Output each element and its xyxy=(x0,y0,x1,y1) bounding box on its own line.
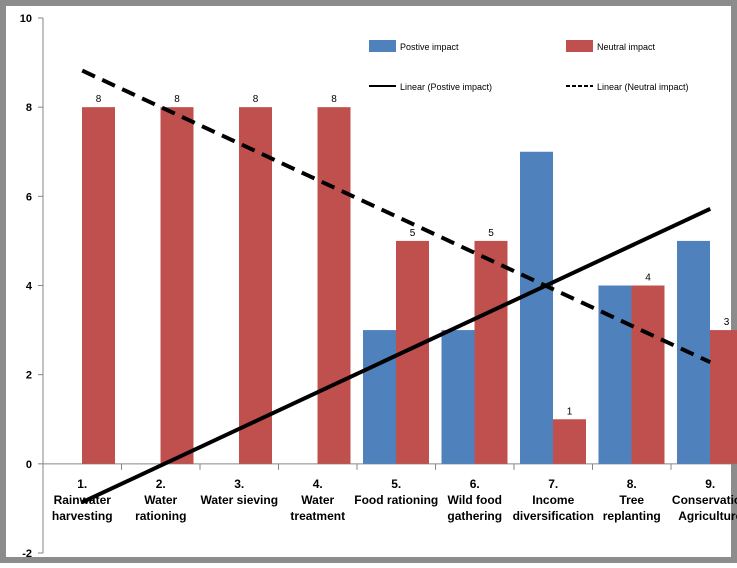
x-category-label: Income xyxy=(532,493,574,507)
y-tick-label: 2 xyxy=(26,370,32,382)
data-label: 1 xyxy=(567,406,573,417)
bar-positive-impact xyxy=(441,330,475,464)
legend-label: Linear (Neutral impact) xyxy=(597,82,689,92)
data-label: 3 xyxy=(724,317,730,328)
bar-positive-impact xyxy=(520,151,553,464)
data-label-layer: 8 8 8 8 5 5 1 4 3 xyxy=(96,94,730,417)
data-label: 8 xyxy=(174,94,180,105)
x-category-label: Wild food xyxy=(447,493,502,507)
x-category-label: treatment xyxy=(290,509,345,523)
bar-neutral-impact xyxy=(317,107,351,464)
x-category-label: Water sieving xyxy=(200,493,278,507)
bar-neutral-impact xyxy=(239,107,272,464)
x-category-label: replanting xyxy=(603,509,661,523)
bar-neutral-impact xyxy=(160,107,194,464)
trendline-layer xyxy=(81,68,712,504)
bar-positive-impact xyxy=(363,330,396,464)
x-category-label: 7. xyxy=(548,477,558,491)
x-category-label: 5. xyxy=(391,477,401,491)
y-tick-label: 8 xyxy=(26,102,32,114)
y-tick-label: 4 xyxy=(26,281,33,293)
x-category-label: harvesting xyxy=(52,509,113,523)
data-label: 8 xyxy=(96,94,102,105)
trendline-positive-impact xyxy=(81,207,712,504)
x-category-label: 6. xyxy=(470,477,480,491)
data-label: 4 xyxy=(645,273,651,284)
bar-neutral-impact xyxy=(474,240,508,464)
legend: Postive impact Neutral impact Linear (Post… xyxy=(369,40,689,92)
y-tick-label: 0 xyxy=(26,459,32,471)
x-category-label: Tree xyxy=(619,493,644,507)
trendline-neutral-impact xyxy=(81,68,712,364)
x-category-label: rationing xyxy=(135,509,186,523)
legend-swatch xyxy=(566,40,593,52)
legend-label: Neutral impact xyxy=(597,42,656,52)
x-category-label: 1. xyxy=(77,477,87,491)
x-category-label: Water xyxy=(144,493,177,507)
bar-neutral-impact xyxy=(631,285,665,464)
x-category-label: Agriculture xyxy=(678,509,737,523)
bar-neutral-impact xyxy=(553,419,586,464)
bar-neutral-impact xyxy=(82,107,115,464)
data-label: 5 xyxy=(410,228,416,239)
data-label: 5 xyxy=(488,228,494,239)
bar-neutral-impact xyxy=(710,330,737,464)
x-category-label: diversification xyxy=(513,509,594,523)
bar-layer xyxy=(82,107,737,464)
x-category-label: Conservation xyxy=(672,493,737,507)
bar-positive-impact xyxy=(598,285,632,464)
x-category-label: Food rationing xyxy=(354,493,438,507)
legend-label: Linear (Postive impact) xyxy=(400,82,492,92)
data-label: 8 xyxy=(253,94,259,105)
legend-label: Postive impact xyxy=(400,42,459,52)
y-tick-label: -2 xyxy=(22,548,32,560)
y-tick-label: 6 xyxy=(26,191,32,203)
y-tick-label: 10 xyxy=(20,13,32,25)
x-category-label: 8. xyxy=(627,477,637,491)
x-category-label: 9. xyxy=(705,477,715,491)
data-label: 8 xyxy=(331,94,337,105)
x-category-label: 2. xyxy=(156,477,166,491)
legend-swatch xyxy=(369,40,396,52)
x-category-label: 3. xyxy=(234,477,244,491)
x-category-label: Water xyxy=(301,493,334,507)
axis-layer: 1086420-21.Rainwaterharvesting2.Waterrat… xyxy=(20,13,737,560)
x-category-label: gathering xyxy=(447,509,502,523)
x-category-label: 4. xyxy=(313,477,323,491)
